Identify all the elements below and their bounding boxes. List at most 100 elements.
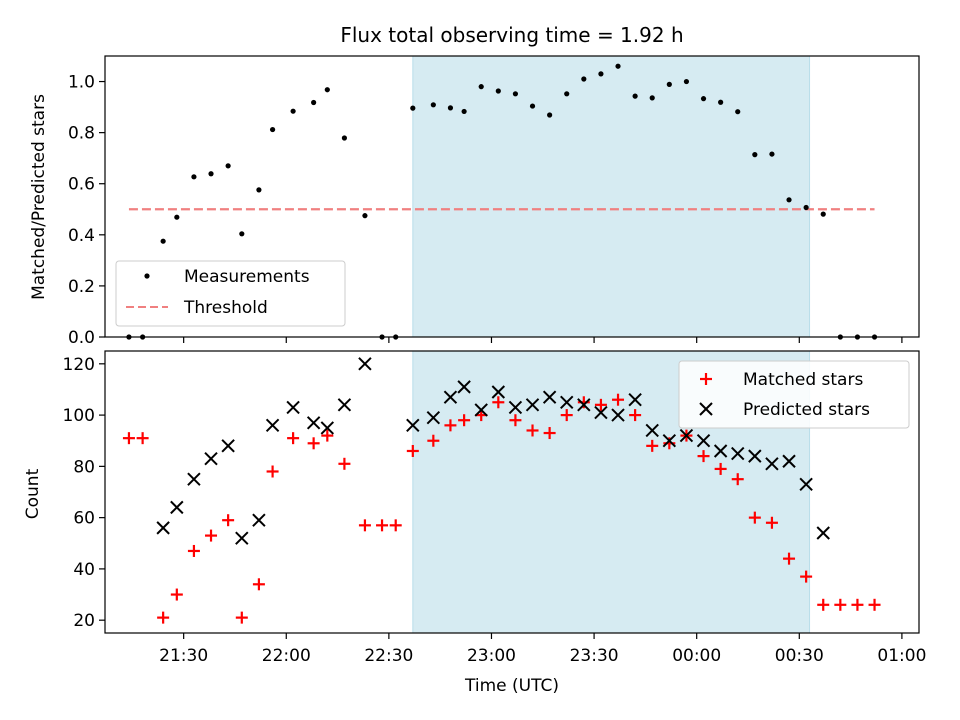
bottom-y-tick-label: 40 xyxy=(73,560,95,580)
matched-star-marker xyxy=(187,544,200,557)
bottom-axes-frame xyxy=(104,350,920,634)
measurement-point xyxy=(649,95,655,101)
predicted-star-marker xyxy=(286,400,300,415)
matched-star-marker xyxy=(358,519,371,532)
matched-star-marker xyxy=(136,432,149,445)
predicted-star-marker xyxy=(156,521,170,535)
predicted-stars-points xyxy=(156,357,830,545)
predicted-star-marker xyxy=(170,500,184,515)
matched-star-marker xyxy=(444,419,457,432)
measurement-point xyxy=(160,238,166,244)
predicted-star-marker xyxy=(799,477,813,492)
measurement-point xyxy=(820,211,826,217)
top-shaded-span xyxy=(412,55,811,338)
measurement-point xyxy=(581,76,587,82)
predicted-star-marker xyxy=(406,418,420,433)
matched-star-marker xyxy=(321,429,334,442)
measurement-point xyxy=(447,105,454,111)
measurement-point xyxy=(290,108,296,114)
matched-star-marker xyxy=(307,437,320,450)
matched-star-marker xyxy=(697,450,710,463)
predicted-star-marker xyxy=(491,385,506,399)
top-legend-box xyxy=(115,260,346,327)
measurement-point xyxy=(683,78,690,85)
bottom-x-tick-label: 23:30 xyxy=(570,646,619,666)
top-y-tick-label: 0.4 xyxy=(68,226,95,246)
measurement-point xyxy=(666,81,672,87)
top-y-axis-label: Matched/Predicted stars xyxy=(29,94,49,300)
predicted-star-marker xyxy=(577,398,591,412)
matched-star-marker xyxy=(235,611,248,624)
predicted-star-marker xyxy=(358,357,372,371)
legend-threshold-label: Threshold xyxy=(183,298,268,318)
matched-star-marker xyxy=(170,588,183,601)
measurement-point xyxy=(718,99,724,105)
measurement-point xyxy=(208,171,214,177)
predicted-star-marker xyxy=(731,446,745,461)
matched-star-marker xyxy=(222,514,235,527)
matched-star-marker xyxy=(376,519,389,532)
matched-star-marker xyxy=(560,409,573,422)
bottom-x-tick-label: 22:30 xyxy=(364,646,413,666)
bottom-x-tick-label: 21:30 xyxy=(159,646,208,666)
legend-matched-label: Matched stars xyxy=(743,370,863,390)
legend-measurements-marker xyxy=(144,273,150,279)
bottom-y-tick-label: 80 xyxy=(73,457,95,477)
matched-star-marker xyxy=(406,444,419,457)
measurement-point xyxy=(191,174,197,180)
measurement-point xyxy=(495,88,501,94)
predicted-star-marker xyxy=(679,428,694,443)
measurement-point xyxy=(786,197,792,203)
measurement-point xyxy=(174,214,180,220)
predicted-star-marker xyxy=(696,434,711,448)
bottom-x-axis-ticks: 21:30 22:00 22:30 23:00 23:30 00:00 00:30 01:00 xyxy=(159,633,926,666)
bottom-panel: 20 40 60 80 100 120 21:30 22:00 22:30 23:00 23:30… xyxy=(23,350,926,696)
top-y-tick-label: 0.8 xyxy=(68,124,95,144)
matched-star-marker xyxy=(800,570,813,583)
legend-matched-marker xyxy=(700,373,712,385)
bottom-y-tick-label: 120 xyxy=(63,355,95,375)
predicted-star-marker xyxy=(457,380,471,394)
measurement-point xyxy=(752,152,758,158)
legend-measurements-label: Measurements xyxy=(184,267,310,287)
bottom-x-tick-label: 23:00 xyxy=(467,646,516,666)
predicted-star-marker xyxy=(306,416,321,430)
matched-star-marker xyxy=(266,465,279,478)
measurement-point xyxy=(362,213,368,219)
matched-star-marker xyxy=(157,611,170,624)
predicted-star-marker xyxy=(748,449,762,463)
measurement-point xyxy=(769,151,775,157)
measurement-point xyxy=(615,63,621,69)
measurement-point xyxy=(547,112,553,118)
bottom-x-tick-label: 22:00 xyxy=(262,646,311,666)
predicted-star-marker xyxy=(426,410,441,425)
matched-star-marker xyxy=(509,414,522,427)
predicted-star-marker xyxy=(204,451,218,466)
matched-star-marker xyxy=(748,511,761,524)
matched-star-marker xyxy=(834,598,847,611)
matched-star-marker xyxy=(629,409,642,422)
measurement-point xyxy=(461,108,467,115)
matched-star-marker xyxy=(783,552,796,565)
predicted-star-marker xyxy=(662,434,677,448)
measurement-point xyxy=(512,91,519,97)
predicted-star-marker xyxy=(187,472,201,486)
measurement-point xyxy=(803,204,809,211)
predicted-star-marker xyxy=(221,439,235,453)
measurement-point xyxy=(225,163,231,169)
top-y-axis-ticks: 0.0 0.2 0.4 0.6 0.8 1.0 xyxy=(68,73,105,348)
matched-star-marker xyxy=(765,516,778,529)
predicted-star-marker xyxy=(782,454,796,468)
matched-star-marker xyxy=(646,439,659,452)
legend-predicted-marker xyxy=(699,402,713,416)
matched-star-marker xyxy=(543,427,556,440)
measurement-point xyxy=(324,87,330,93)
matched-star-marker xyxy=(492,396,505,409)
bottom-y-tick-label: 60 xyxy=(73,509,95,529)
predicted-star-marker xyxy=(611,408,625,422)
matched-star-marker xyxy=(731,473,744,486)
bottom-legend-box xyxy=(678,360,910,429)
predicted-star-marker xyxy=(628,393,642,407)
predicted-star-marker xyxy=(525,398,540,412)
